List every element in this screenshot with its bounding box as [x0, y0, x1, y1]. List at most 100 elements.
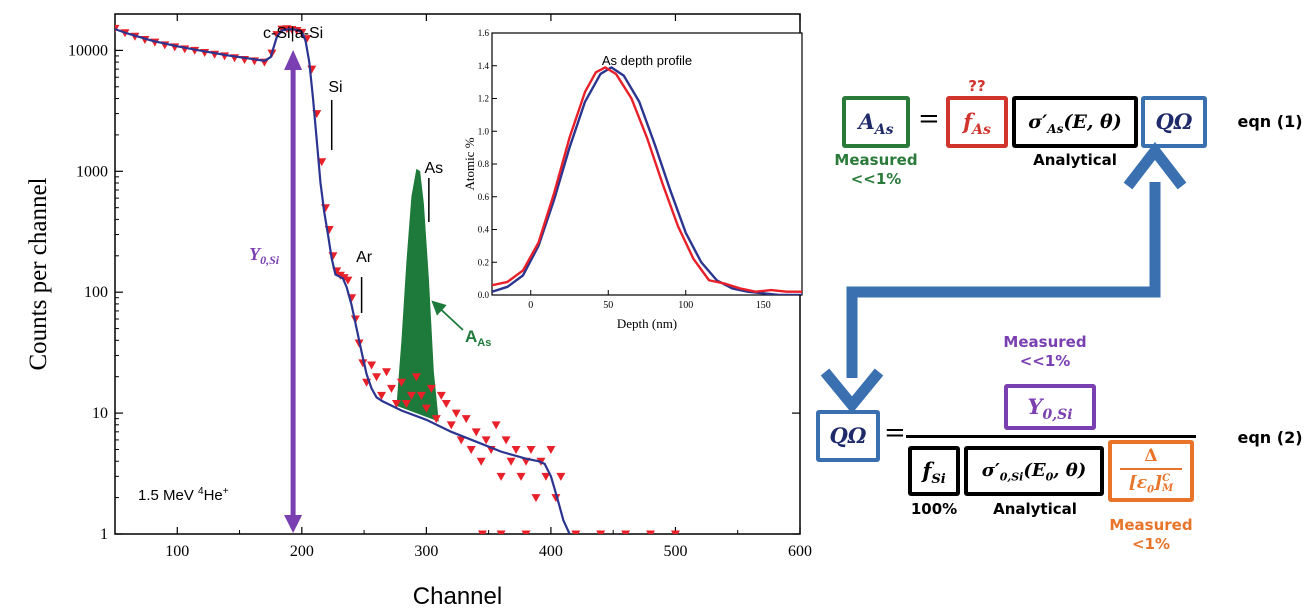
- main-y-axis-label: Counts per channel: [25, 177, 52, 370]
- data-point: [496, 472, 506, 481]
- label-as: As: [425, 160, 444, 177]
- eq1-equals: =: [918, 104, 940, 134]
- beam-mass: 4: [198, 486, 204, 497]
- beam-charge: +: [223, 486, 229, 497]
- yield-label: Y0,Si: [249, 244, 280, 267]
- data-point: [466, 445, 476, 454]
- eq2-sigma-args-tail: , θ): [1053, 460, 1087, 481]
- eq2-f-sub: Si: [931, 472, 946, 488]
- data-point: [372, 373, 382, 382]
- eq1-f-box: fAs: [946, 96, 1008, 148]
- data-point: [416, 391, 426, 400]
- eq2-delta-value: <1%: [1131, 535, 1171, 553]
- eq1-sigma-box: σ′As(E, θ): [1012, 96, 1138, 148]
- inset-y-tick-label: 0.8: [478, 159, 490, 169]
- data-point: [516, 472, 526, 481]
- eq2-lhs: QΩ: [829, 423, 867, 448]
- eq2-analytical-label: Analytical: [993, 500, 1077, 518]
- eq1-lhs-box: AAs: [842, 96, 910, 148]
- inset-y-tick-label: 0.6: [478, 192, 490, 202]
- eq1-unknown: ??: [968, 77, 986, 95]
- inset-y-tick-label: 0.0: [478, 290, 490, 300]
- eq1-tag: eqn (1): [1237, 112, 1303, 131]
- eq2-equals: =: [884, 418, 906, 448]
- data-point: [343, 276, 353, 285]
- data-point: [426, 384, 436, 393]
- inset-y-tick-label: 0.4: [478, 225, 490, 235]
- label-ar: Ar: [356, 249, 373, 266]
- data-point: [471, 428, 481, 437]
- data-point: [431, 415, 441, 424]
- data-point: [446, 421, 456, 430]
- eq1-measured-value: <<1%: [850, 170, 902, 188]
- area-label-sub: As: [477, 337, 491, 349]
- eq1-lhs: A: [858, 109, 875, 134]
- eq2-eps-close: ]: [1154, 473, 1163, 493]
- data-point: [411, 373, 421, 382]
- data-point: [481, 436, 491, 445]
- eq2-numerator-text: Measured: [1003, 333, 1087, 351]
- yield-label-main: Y: [249, 244, 262, 264]
- eq2-eps: [ε0] C M: [1112, 470, 1190, 503]
- eq2-delta-text: Measured: [1109, 516, 1193, 534]
- data-point: [596, 530, 606, 534]
- data-point: [386, 384, 396, 393]
- area-label: AAs: [465, 327, 491, 349]
- eq2-f-value: 100%: [910, 500, 958, 518]
- eq2-numerator-sub: 0,Si: [1042, 407, 1073, 424]
- eq1-qomega-box: QΩ: [1141, 96, 1207, 148]
- eq2-sigma-box: σ′0,Si(E0, θ): [964, 446, 1104, 496]
- beam-energy: 1.5 MeV: [138, 487, 198, 504]
- main-x-tick-label: 100: [165, 543, 189, 560]
- data-point: [406, 391, 416, 400]
- data-point: [496, 530, 506, 534]
- label-si: Si: [328, 79, 342, 96]
- main-x-axis-label: Channel: [413, 583, 502, 610]
- eq2-eps-open: [ε: [1128, 473, 1148, 493]
- data-point: [646, 530, 656, 534]
- data-point: [451, 409, 461, 418]
- inset-series-group: [492, 66, 802, 295]
- eq2-delta-box: Δ [ε0] C M: [1108, 440, 1194, 502]
- eq1-analytical-label: Analytical: [1033, 151, 1117, 169]
- inset-x-axis-label: Depth (nm): [617, 316, 677, 331]
- inset-y-tick-label: 1.4: [478, 61, 490, 71]
- eq2-numerator-box: Y0,Si: [1004, 384, 1096, 430]
- data-point: [456, 436, 466, 445]
- data-point: [382, 368, 392, 377]
- inset-y-tick-label: 0.2: [478, 257, 489, 267]
- label-c-si-a-si: c-Si|a-Si: [263, 25, 323, 42]
- eq1-sigma: σ′: [1028, 111, 1048, 133]
- main-y-tick-label: 100: [84, 284, 108, 301]
- eq2-numerator: Y: [1027, 394, 1043, 419]
- inset-x-tick-label: 50: [603, 300, 613, 311]
- eq2-sigma: σ′: [981, 460, 1000, 481]
- main-y-tick-label: 10: [92, 405, 108, 422]
- inset-y-tick-label: 1.2: [478, 94, 489, 104]
- eq1-lhs-sub: As: [874, 122, 894, 139]
- data-point: [571, 530, 581, 534]
- inset-title: As depth profile: [602, 53, 692, 68]
- eq2-eps-sub: M: [1162, 482, 1174, 494]
- data-point: [511, 445, 521, 454]
- beam-label: 1.5 MeV 4He+: [138, 486, 229, 504]
- main-x-tick-label: 600: [788, 543, 812, 560]
- data-point: [546, 445, 556, 454]
- yield-arrowhead-top: [284, 50, 303, 70]
- eq1-measured-text: Measured: [834, 151, 918, 169]
- eq2-f-box: fSi: [908, 446, 960, 496]
- data-point: [401, 400, 411, 409]
- data-point: [521, 530, 531, 534]
- eq1-sigma-sub: As: [1047, 121, 1064, 136]
- data-point: [526, 445, 536, 454]
- data-point: [367, 361, 377, 370]
- eq1-qomega: QΩ: [1155, 109, 1193, 134]
- data-point: [491, 421, 501, 430]
- eq2-f: f: [922, 458, 932, 483]
- eq1-sigma-args: (E, θ): [1063, 111, 1122, 133]
- data-point: [421, 404, 431, 413]
- eq2-fraction-bar: [906, 435, 1196, 438]
- main-y-tick-label: 1: [100, 526, 108, 543]
- eq2-sigma-sub: 0,Si: [999, 470, 1024, 484]
